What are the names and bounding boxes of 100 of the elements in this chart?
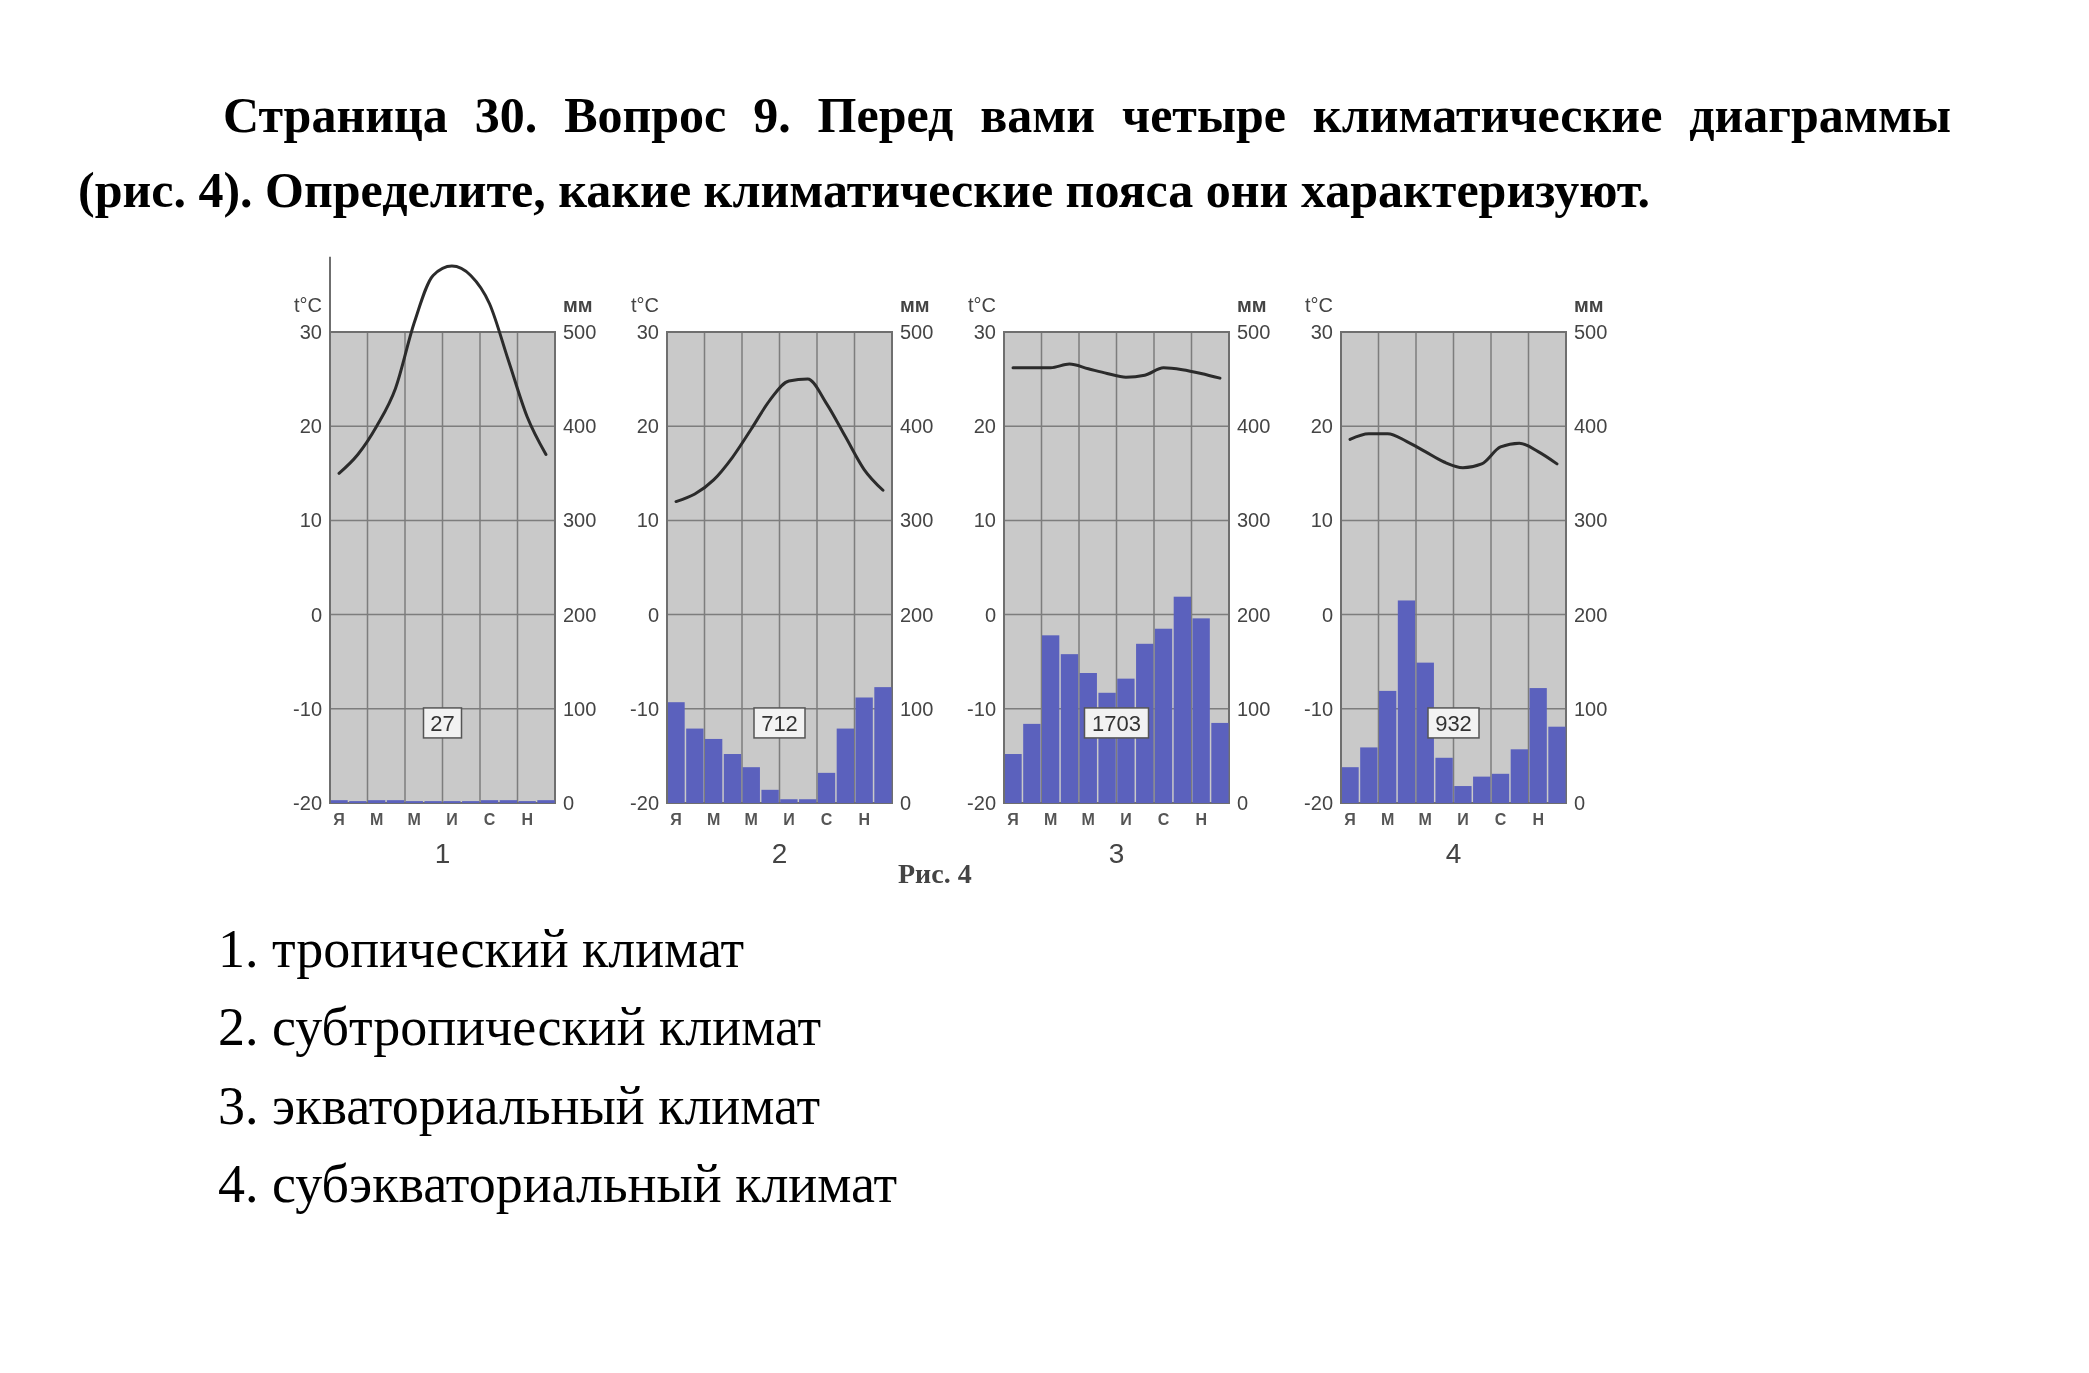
text: 4. субэкваториальный климат (218, 1152, 899, 1216)
line-series (1011, 362, 1222, 380)
x-tick-label: М (407, 811, 421, 828)
y2-tick-label: 200 (900, 603, 934, 626)
y2-tick-label: 200 (563, 603, 597, 626)
line-series (674, 377, 885, 504)
text: 2. субтропический климат (218, 996, 823, 1060)
y-tick-label: 30 (1310, 321, 1333, 343)
y-tick-label: 0 (984, 603, 996, 626)
x-tick-label: С (1494, 811, 1507, 828)
line-series (337, 264, 548, 475)
x-axis-title: 4 (1445, 838, 1462, 869)
y2-tick-label: 0 (1237, 792, 1249, 814)
y2-axis-title: мм (563, 294, 593, 316)
x-tick-label: Я (333, 811, 345, 828)
y2-tick-label: 300 (900, 509, 934, 532)
y2-tick-label: 0 (1574, 792, 1586, 814)
y-tick-label: 30 (299, 321, 322, 343)
x-axis-title: 3 (1108, 838, 1125, 869)
y2-tick-label: 200 (1574, 603, 1608, 626)
y2-tick-label: 100 (1237, 697, 1271, 720)
y2-tick-label: 300 (563, 509, 597, 532)
x-tick-label: Н (1195, 811, 1207, 828)
y-axis-title: t°C (968, 294, 996, 316)
x-tick-label: М (1081, 811, 1095, 828)
x-tick-label: М (744, 811, 758, 828)
x-tick-label: И (783, 811, 795, 828)
y-tick-label: -10 (967, 697, 996, 720)
x-tick-label: Я (1007, 811, 1019, 828)
y2-tick-label: 0 (900, 792, 912, 814)
annotation: 932 (1435, 710, 1472, 736)
bar (836, 728, 854, 803)
y-tick-label: 10 (299, 509, 322, 532)
y-tick-label: -20 (967, 792, 996, 814)
annotation: 1703 (1092, 710, 1141, 736)
x-tick-label: И (1120, 811, 1132, 828)
annotation: 712 (761, 710, 798, 736)
y2-tick-label: 400 (900, 415, 934, 438)
y-tick-label: -20 (630, 792, 659, 814)
y2-tick-label: 500 (563, 321, 597, 343)
y2-tick-label: 100 (1574, 697, 1608, 720)
y-tick-label: 10 (636, 509, 659, 532)
y-axis-title: t°C (294, 294, 322, 316)
y2-tick-label: 0 (563, 792, 575, 814)
bar (1491, 773, 1510, 803)
x-tick-label: С (1157, 811, 1170, 828)
y2-tick-label: 500 (900, 321, 934, 343)
y-tick-label: 0 (1321, 603, 1333, 626)
y-tick-label: 20 (299, 415, 322, 438)
y2-tick-label: 400 (563, 415, 597, 438)
y2-axis-title: мм (1574, 294, 1604, 316)
x-tick-label: С (483, 811, 496, 828)
x-tick-label: М (706, 811, 721, 828)
x-axis-title: 1 (434, 838, 451, 869)
text: 3. экваториальный климат (218, 1074, 822, 1138)
x-tick-label: М (369, 811, 384, 828)
x-tick-label: М (1418, 811, 1432, 828)
y-tick-label: 20 (973, 415, 996, 438)
x-tick-label: М (1043, 811, 1058, 828)
x-tick-label: С (820, 811, 833, 828)
x-tick-label: М (1380, 811, 1395, 828)
y2-tick-label: 100 (900, 697, 934, 720)
y-tick-label: 20 (1310, 415, 1333, 438)
x-tick-label: И (446, 811, 458, 828)
y-tick-label: -20 (293, 792, 322, 814)
y-tick-label: 10 (1310, 509, 1333, 532)
y2-tick-label: 500 (1237, 321, 1271, 343)
y-tick-label: 0 (647, 603, 659, 626)
y-tick-label: -10 (630, 697, 659, 720)
y2-tick-label: 200 (1237, 603, 1271, 626)
y-tick-label: -10 (1304, 697, 1333, 720)
y-tick-label: -20 (1304, 792, 1333, 814)
bar (817, 772, 836, 803)
text: 1. тропический климат (218, 918, 746, 981)
bar (1510, 749, 1528, 803)
y-tick-label: 20 (636, 415, 659, 438)
text: Страница 30. Вопрос 9. Перед вами четыре климатические диаграммы (рис. 4). Определите, какие климатические пояса они характеризуют. (78, 86, 1951, 220)
y2-tick-label: 300 (1574, 509, 1608, 532)
y2-tick-label: 500 (1574, 321, 1608, 343)
x-tick-label: Н (521, 811, 533, 828)
y-tick-label: 30 (973, 321, 996, 343)
x-tick-label: Н (858, 811, 870, 828)
bar (1379, 690, 1397, 803)
y-axis-title: t°C (1305, 294, 1333, 316)
bar (1042, 635, 1060, 803)
bar (1060, 654, 1079, 803)
y2-tick-label: 400 (1237, 415, 1271, 438)
y2-axis-title: мм (900, 294, 930, 316)
y-tick-label: 0 (310, 603, 322, 626)
bar (723, 754, 742, 803)
annotation: 27 (430, 710, 455, 736)
y2-axis-title: мм (1237, 294, 1267, 316)
bar (1154, 628, 1173, 803)
x-tick-label: Я (1344, 811, 1356, 828)
y-tick-label: -10 (293, 697, 322, 720)
text: Рис. 4 (898, 858, 972, 889)
x-tick-label: Н (1532, 811, 1544, 828)
bar (1397, 600, 1416, 803)
bar (705, 738, 723, 803)
x-tick-label: Я (670, 811, 682, 828)
